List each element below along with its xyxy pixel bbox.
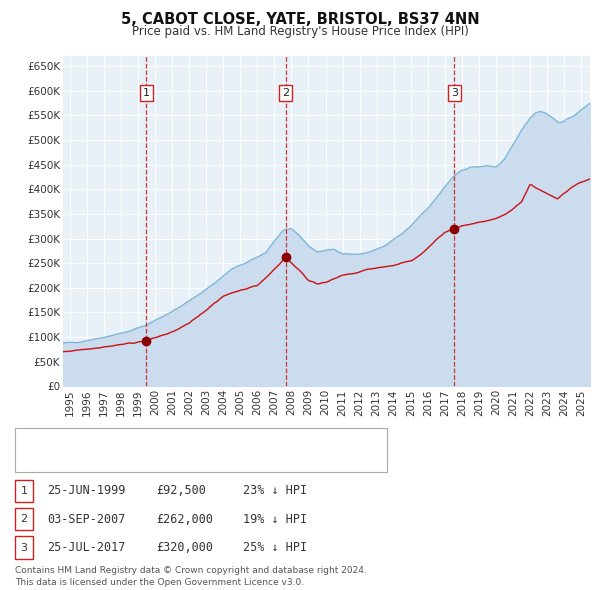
Text: 5, CABOT CLOSE, YATE, BRISTOL, BS37 4NN: 5, CABOT CLOSE, YATE, BRISTOL, BS37 4NN [121, 12, 479, 27]
Text: 23% ↓ HPI: 23% ↓ HPI [243, 484, 307, 497]
Text: 19% ↓ HPI: 19% ↓ HPI [243, 513, 307, 526]
Text: £262,000: £262,000 [156, 513, 213, 526]
Text: 25-JUN-1999: 25-JUN-1999 [47, 484, 125, 497]
Text: 25% ↓ HPI: 25% ↓ HPI [243, 541, 307, 554]
Text: 1: 1 [143, 88, 149, 98]
Text: HPI: Average price, detached house, South Gloucestershire: HPI: Average price, detached house, Sout… [44, 456, 353, 466]
Text: 2: 2 [20, 514, 28, 524]
Text: 5, CABOT CLOSE, YATE, BRISTOL, BS37 4NN (detached house): 5, CABOT CLOSE, YATE, BRISTOL, BS37 4NN … [44, 435, 366, 445]
Text: 1: 1 [20, 486, 28, 496]
Text: Contains HM Land Registry data © Crown copyright and database right 2024.
This d: Contains HM Land Registry data © Crown c… [15, 566, 367, 587]
Text: 03-SEP-2007: 03-SEP-2007 [47, 513, 125, 526]
Text: —: — [22, 432, 38, 447]
Text: 25-JUL-2017: 25-JUL-2017 [47, 541, 125, 554]
Text: 3: 3 [451, 88, 458, 98]
Text: 3: 3 [20, 543, 28, 552]
Text: Price paid vs. HM Land Registry's House Price Index (HPI): Price paid vs. HM Land Registry's House … [131, 25, 469, 38]
Text: 2: 2 [282, 88, 289, 98]
Text: £320,000: £320,000 [156, 541, 213, 554]
Text: —: — [22, 454, 38, 468]
Text: £92,500: £92,500 [156, 484, 206, 497]
